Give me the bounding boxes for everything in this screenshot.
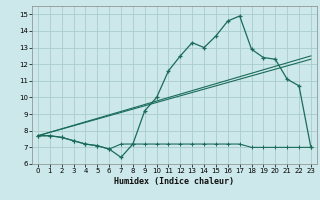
X-axis label: Humidex (Indice chaleur): Humidex (Indice chaleur) — [115, 177, 234, 186]
